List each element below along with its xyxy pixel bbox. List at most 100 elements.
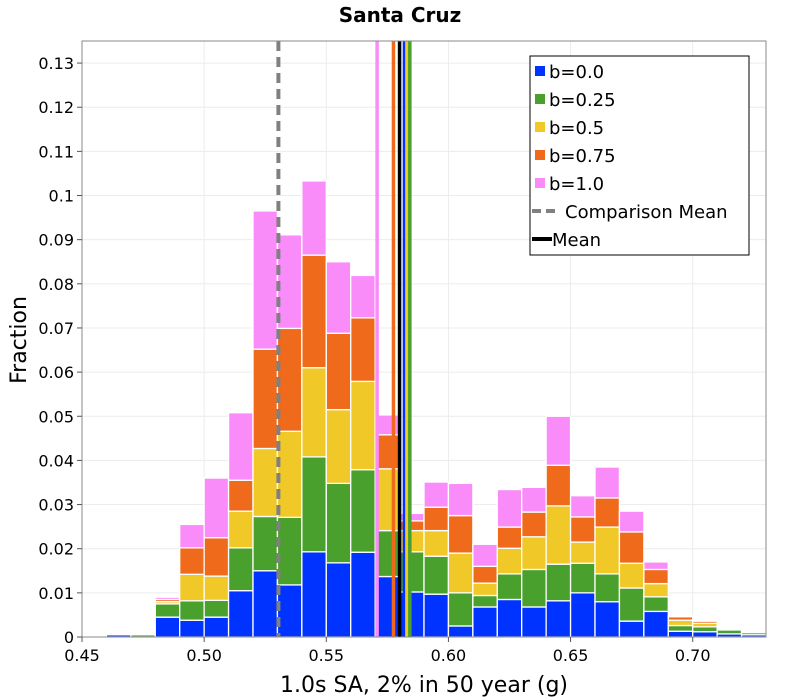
y-tick-label: 0.1 (49, 187, 74, 206)
x-tick-label: 0.55 (308, 646, 344, 665)
bar-segment (301, 180, 327, 256)
x-tick-label: 0.65 (553, 646, 589, 665)
y-tick-label: 0.09 (38, 231, 74, 250)
bar-segment (545, 563, 572, 602)
y-tick-label: 0.12 (38, 98, 74, 117)
legend-label: b=0.25 (549, 90, 616, 111)
bar-segment (276, 234, 303, 330)
bar-segment (276, 327, 303, 432)
bar-segment (692, 631, 718, 638)
bar-segment (618, 587, 645, 622)
bar-segment (447, 552, 474, 594)
bar-segment (521, 568, 547, 608)
bar-segment (496, 598, 523, 638)
bar-segment (179, 600, 205, 621)
y-axis-label: Fraction (7, 296, 32, 384)
bar-segment (423, 555, 450, 595)
bar-segment (692, 626, 718, 633)
x-tick-label: 0.70 (675, 646, 711, 665)
bar-segment (692, 619, 718, 622)
bar-segment (643, 568, 669, 585)
bar-segment (227, 589, 254, 638)
bar-segment (203, 616, 230, 638)
bar-segment (472, 606, 498, 638)
bar-segment (301, 367, 327, 458)
bar-segment (618, 562, 645, 589)
bar-segment (569, 541, 596, 564)
bar-segment (252, 447, 279, 518)
legend-swatch (535, 150, 545, 160)
bar-segment (276, 584, 303, 638)
legend-label: b=0.75 (549, 146, 616, 167)
bar-segment (496, 488, 523, 528)
bar-segment (423, 506, 450, 532)
bar-segment (594, 573, 621, 603)
x-axis-label: 1.0s SA, 2% in 50 year (g) (280, 673, 568, 698)
bar-segment (154, 603, 181, 618)
legend-label: b=0.5 (549, 118, 604, 139)
bar-segment (252, 515, 279, 572)
bar-segment (154, 596, 181, 601)
bar-segment (618, 620, 645, 638)
bar-segment (423, 593, 450, 638)
x-tick-label: 0.60 (431, 646, 467, 665)
legend-swatch (535, 178, 545, 188)
bar-segment (203, 599, 230, 618)
bar-segment (594, 526, 621, 575)
bar-segment (667, 630, 694, 638)
plot-frame (81, 40, 767, 638)
y-tick-label: 0.04 (38, 451, 74, 470)
bar-segment (447, 625, 474, 638)
bar-segment (203, 575, 230, 602)
bar-segment (496, 573, 523, 601)
bar-segment (447, 514, 474, 554)
legend-box (529, 55, 750, 256)
bar-segment (594, 497, 621, 528)
bar-segment (325, 482, 352, 564)
bar-segment (618, 510, 645, 533)
bar-segment (252, 348, 279, 450)
bar-segment (350, 317, 376, 383)
y-tick-label: 0.02 (38, 540, 74, 559)
bar-segment (618, 531, 645, 564)
y-tick-label: 0.01 (38, 584, 74, 603)
legend-swatch (535, 122, 545, 132)
bar-segment (252, 210, 279, 350)
bar-segment (545, 464, 572, 507)
bar-segment (179, 573, 205, 602)
bar-segment (350, 469, 376, 553)
bar-segment (203, 477, 230, 539)
bar-segment (521, 511, 547, 538)
y-tick-label: 0.06 (38, 363, 74, 382)
bar-segment (227, 510, 254, 549)
bar-segment (301, 551, 327, 638)
bar-segment (374, 529, 401, 578)
bar-segment (301, 254, 327, 369)
bar-segment (350, 274, 376, 319)
bar-segment (179, 619, 205, 638)
bar-segment (496, 547, 523, 575)
bar-segment (545, 415, 572, 466)
bar-segment (521, 486, 547, 513)
bar-segment (276, 516, 303, 586)
bar-segment (496, 526, 523, 549)
legend-label: Mean (552, 230, 601, 251)
bar-segment (667, 615, 694, 618)
mean-lines (276, 41, 412, 637)
bar-segment (472, 565, 498, 584)
bar-segment (594, 601, 621, 638)
y-tick-label: 0.08 (38, 275, 74, 294)
chart-title: Santa Cruz (339, 3, 462, 27)
bar-segment (521, 606, 547, 638)
bar-segment (423, 481, 450, 508)
bar-segment (325, 562, 352, 638)
bar-segment (227, 479, 254, 512)
bar-segment (325, 332, 352, 411)
bar-segment (594, 466, 621, 499)
bar-segment (447, 482, 474, 517)
bar-segment (643, 582, 669, 598)
bar-segment (643, 610, 669, 638)
bar-segment (252, 570, 279, 638)
bar-segment (301, 456, 327, 553)
